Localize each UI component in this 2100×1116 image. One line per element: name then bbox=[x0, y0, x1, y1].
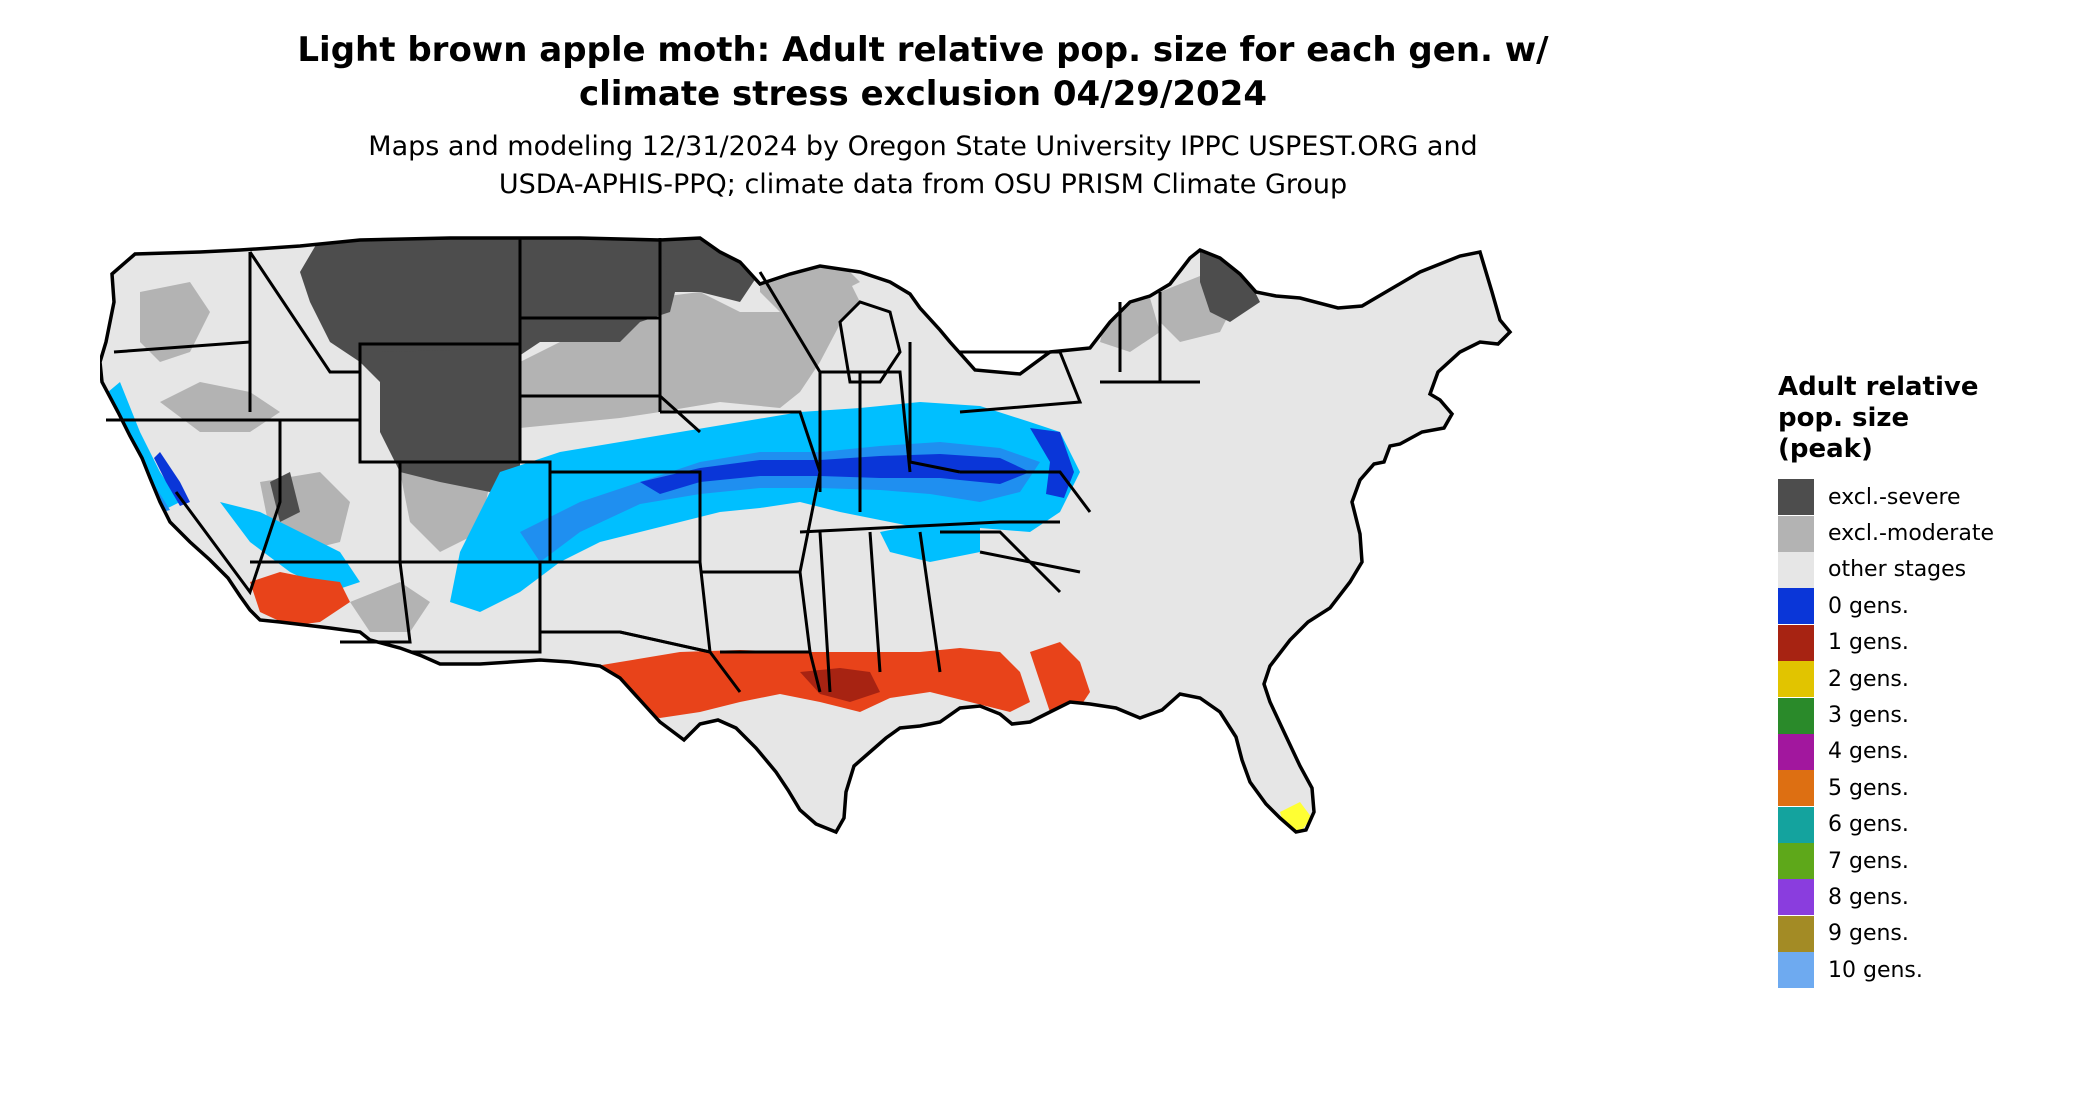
zone-dark-red-louisiana bbox=[800, 668, 880, 702]
map-title-line-1: Light brown apple moth: Adult relative p… bbox=[297, 30, 1549, 70]
legend-title-line-1: Adult relative bbox=[1778, 372, 1979, 402]
us-map-svg bbox=[100, 236, 1512, 834]
legend-label: 2 gens. bbox=[1828, 666, 1909, 692]
legend-swatch bbox=[1778, 879, 1814, 916]
legend-swatch bbox=[1778, 551, 1814, 588]
zone-excl-severe-minnesota bbox=[660, 238, 760, 302]
legend-label: 6 gens. bbox=[1828, 812, 1909, 838]
zone-excl-moderate-west bbox=[140, 282, 210, 362]
border-michigan-lower bbox=[838, 300, 902, 384]
border-kansas bbox=[550, 470, 702, 562]
legend-item: 2 gens. bbox=[1778, 661, 2078, 698]
legend-swatch bbox=[1778, 624, 1814, 661]
border-indiana-ohio bbox=[860, 370, 912, 473]
legend-swatch bbox=[1778, 843, 1814, 880]
border-mississippi-alabama bbox=[818, 531, 942, 693]
border-ohio-pennsylvania bbox=[908, 342, 961, 474]
zone-red-gulf-coast bbox=[560, 648, 1030, 718]
legend-item: 5 gens. bbox=[1778, 770, 2078, 807]
border-idaho-montana bbox=[248, 251, 360, 374]
legend-swatch bbox=[1778, 515, 1814, 552]
legend-label: 7 gens. bbox=[1828, 848, 1909, 874]
legend-label: excl.-severe bbox=[1828, 484, 1961, 510]
legend-swatch bbox=[1778, 479, 1814, 516]
border-iowa-missouri bbox=[660, 410, 822, 573]
legend-swatch bbox=[1778, 952, 1814, 989]
legend-item: excl.-moderate bbox=[1778, 515, 2078, 552]
legend-item: 10 gens. bbox=[1778, 952, 2078, 989]
zone-excl-severe-wyoming-colorado bbox=[380, 348, 520, 492]
map-title-line-2: climate stress exclusion 04/29/2024 bbox=[578, 74, 1267, 114]
border-kentucky-tennessee bbox=[799, 520, 1060, 534]
border-virginia bbox=[960, 470, 1092, 513]
legend-swatch bbox=[1778, 770, 1814, 807]
border-washington-oregon bbox=[113, 340, 251, 354]
legend-item: 7 gens. bbox=[1778, 843, 2078, 880]
border-nebraska bbox=[520, 394, 702, 434]
legend-item: 6 gens. bbox=[1778, 806, 2078, 843]
legend-item: 8 gens. bbox=[1778, 879, 2078, 916]
legend-items: excl.-severe excl.-moderate other stages 0 … bbox=[1778, 479, 2078, 989]
zone-excl-moderate-michigan bbox=[800, 262, 860, 302]
legend-swatch bbox=[1778, 733, 1814, 770]
border-nevada bbox=[174, 418, 282, 596]
border-arkansas bbox=[700, 570, 812, 653]
legend-label: 3 gens. bbox=[1828, 703, 1909, 729]
legend-item: excl.-severe bbox=[1778, 479, 2078, 516]
legend-item: 0 gens. bbox=[1778, 588, 2078, 625]
legend-swatch bbox=[1778, 697, 1814, 734]
legend-swatch bbox=[1778, 915, 1814, 952]
legend-title-line-2: pop. size bbox=[1778, 403, 1910, 433]
zone-deep-blue-sierra bbox=[154, 452, 190, 506]
legend-swatch bbox=[1778, 806, 1814, 843]
legend-label: 9 gens. bbox=[1828, 921, 1909, 947]
legend-item: 9 gens. bbox=[1778, 915, 2078, 952]
border-texas bbox=[540, 630, 742, 693]
state-borders bbox=[106, 238, 1200, 693]
zone-deep-blue-mid-atlantic bbox=[1030, 428, 1074, 498]
legend-swatch bbox=[1778, 588, 1814, 625]
zone-red-arizona bbox=[250, 572, 350, 626]
legend-item: 4 gens. bbox=[1778, 733, 2078, 770]
legend-label: excl.-moderate bbox=[1828, 521, 1994, 547]
us-map bbox=[100, 232, 1740, 1112]
legend-label: 10 gens. bbox=[1828, 957, 1923, 983]
legend-label: 4 gens. bbox=[1828, 739, 1909, 765]
border-georgia-carolinas bbox=[940, 530, 1081, 594]
zone-light-blue-west-coast bbox=[108, 382, 180, 512]
legend-item: 1 gens. bbox=[1778, 624, 2078, 661]
legend-swatch bbox=[1778, 661, 1814, 698]
zone-deep-blue-ohio-valley bbox=[640, 454, 1030, 494]
map-subtitle: Maps and modeling 12/31/2024 by Oregon S… bbox=[0, 128, 1846, 204]
map-title: Light brown apple moth: Adult relative p… bbox=[0, 28, 1846, 116]
zone-excl-moderate-new-mexico bbox=[350, 582, 430, 632]
legend-item: other stages bbox=[1778, 551, 2078, 588]
legend-title-line-3: (peak) bbox=[1778, 434, 1873, 464]
legend: Adult relative pop. size (peak) excl.-se… bbox=[1778, 372, 2078, 989]
zone-excl-severe-maine bbox=[1200, 252, 1260, 322]
legend-label: 5 gens. bbox=[1828, 775, 1909, 801]
legend-label: 8 gens. bbox=[1828, 884, 1909, 910]
border-new-york-pennsylvania bbox=[959, 350, 1083, 414]
map-subtitle-line-1: Maps and modeling 12/31/2024 by Oregon S… bbox=[368, 131, 1478, 162]
legend-label: other stages bbox=[1828, 557, 1967, 583]
legend-title: Adult relative pop. size (peak) bbox=[1778, 372, 2078, 465]
map-subtitle-line-2: USDA-APHIS-PPQ; climate data from OSU PR… bbox=[498, 169, 1348, 200]
zone-light-blue-southwest bbox=[220, 502, 360, 592]
border-louisiana bbox=[720, 650, 822, 693]
border-new-mexico bbox=[400, 560, 542, 654]
legend-item: 3 gens. bbox=[1778, 697, 2078, 734]
legend-label: 0 gens. bbox=[1828, 593, 1909, 619]
legend-label: 1 gens. bbox=[1828, 630, 1909, 656]
